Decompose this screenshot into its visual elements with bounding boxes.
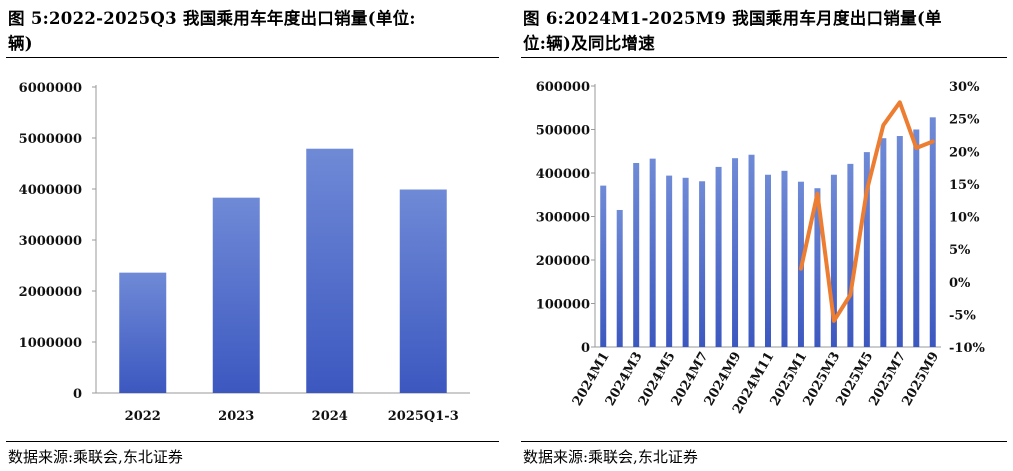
- right-y2-tick-label: -5%: [949, 308, 976, 323]
- right-top-rule: [521, 57, 1007, 58]
- right-bottom-rule: [521, 441, 1007, 442]
- left-bar-chart: 0 1000000 2000000 3000000 4000000 5000000 6000…: [19, 81, 470, 424]
- right-source-note: 数据来源:乘联会,东北证券: [523, 448, 698, 466]
- left-x-tick-label: 2024: [312, 409, 348, 424]
- left-y-tick-label: 5000000: [19, 132, 82, 147]
- right-y-tick-label: 400000: [536, 167, 590, 182]
- left-bottom-rule: [6, 441, 499, 442]
- right-y2-tick-label: 25%: [949, 113, 980, 128]
- monthly-export-bar: [715, 166, 722, 347]
- right-y-tick-label: 200000: [536, 254, 590, 269]
- monthly-export-bar: [863, 152, 870, 347]
- monthly-export-bar: [913, 129, 920, 347]
- monthly-export-bar: [896, 136, 903, 347]
- left-x-tick-label: 2023: [218, 409, 254, 424]
- monthly-export-bar: [633, 162, 640, 347]
- right-title-line-1: 图 6:2024M1-2025M9 我国乘用车月度出口销量(单: [523, 9, 942, 28]
- left-y-tick-label: 0: [73, 387, 82, 402]
- annual-export-bar: [399, 189, 447, 393]
- right-y-tick-label: 0: [581, 341, 590, 356]
- monthly-export-bar: [765, 174, 771, 347]
- monthly-export-bar: [600, 185, 607, 347]
- left-chart-title: 图 5:2022-2025Q3 我国乘用车年度出口销量(单位: 辆): [8, 6, 416, 56]
- monthly-export-bar: [781, 170, 788, 347]
- left-y-tick-label: 1000000: [19, 336, 82, 351]
- monthly-export-bar: [666, 175, 673, 347]
- monthly-export-bar: [616, 209, 623, 347]
- left-source-note: 数据来源:乘联会,东北证券: [8, 448, 183, 466]
- yoy-growth-line: [798, 100, 935, 323]
- right-combo-chart: 0 100000 200000 300000 400000 500000 600000 -10…: [536, 80, 986, 416]
- left-x-tick-label: 2025Q1-3: [388, 409, 459, 424]
- monthly-export-bar: [814, 188, 821, 347]
- right-title-line-2: 位:辆)及同比增速: [523, 34, 656, 53]
- monthly-export-bar: [880, 138, 887, 347]
- left-chart-panel: 图 5:2022-2025Q3 我国乘用车年度出口销量(单位: 辆) 0 1000…: [0, 0, 505, 471]
- right-y2-tick-label: 15%: [949, 178, 980, 193]
- left-y-tick-label: 3000000: [19, 234, 82, 249]
- right-y2-tick-label: 10%: [949, 211, 980, 226]
- monthly-export-bar: [847, 163, 854, 347]
- left-y-tick-label: 6000000: [19, 81, 82, 96]
- left-title-line-2: 辆): [8, 34, 33, 53]
- annual-export-bar: [212, 197, 260, 393]
- right-y2-tick-label: 0%: [949, 276, 971, 291]
- right-y2-tick-label: -10%: [949, 341, 985, 356]
- right-y-tick-label: 100000: [536, 298, 590, 313]
- monthly-export-bar: [929, 117, 936, 347]
- right-y2-tick-label: 20%: [949, 145, 980, 160]
- left-y-tick-label: 2000000: [19, 285, 82, 300]
- left-title-line-1: 图 5:2022-2025Q3 我国乘用车年度出口销量(单位:: [8, 9, 416, 28]
- left-x-tick-label: 2022: [125, 409, 161, 424]
- right-chart-title: 图 6:2024M1-2025M9 我国乘用车月度出口销量(单 位:辆)及同比增…: [523, 6, 942, 56]
- monthly-export-bar: [830, 174, 837, 347]
- right-y2-tick-label: 5%: [949, 243, 971, 258]
- annual-export-bar: [119, 272, 167, 393]
- monthly-export-bar: [682, 177, 689, 347]
- annual-export-bar: [306, 148, 354, 393]
- right-y-tick-label: 500000: [536, 124, 590, 139]
- monthly-export-bar: [649, 158, 656, 347]
- right-chart-panel: 图 6:2024M1-2025M9 我国乘用车月度出口销量(单 位:辆)及同比增…: [515, 0, 1013, 471]
- right-y2-tick-label: 30%: [949, 80, 980, 95]
- right-y-tick-label: 300000: [536, 211, 590, 226]
- left-top-rule: [6, 57, 499, 58]
- monthly-export-bar: [699, 181, 706, 347]
- left-y-tick-label: 4000000: [19, 183, 82, 198]
- monthly-export-bar: [732, 158, 739, 347]
- right-y-tick-label: 600000: [536, 80, 590, 95]
- monthly-export-bar: [748, 154, 755, 347]
